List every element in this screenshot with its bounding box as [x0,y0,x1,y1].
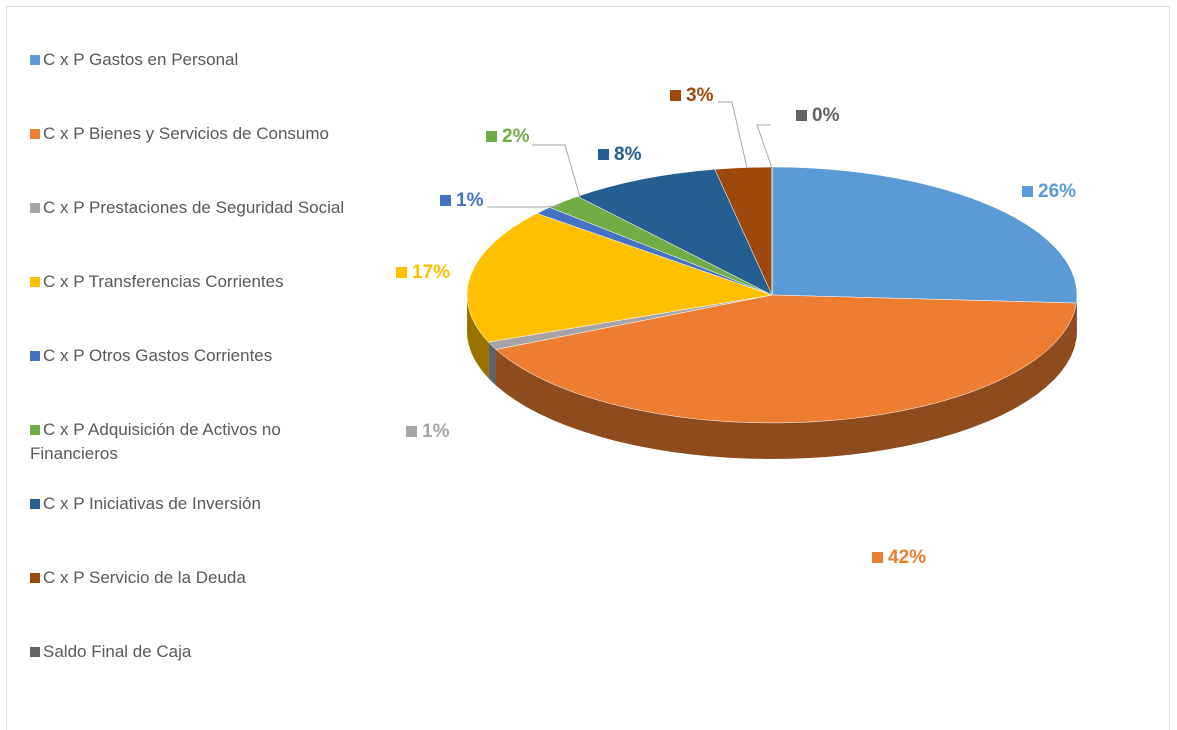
legend-label: C x P Otros Gastos Corrientes [43,346,273,365]
legend-swatch [30,573,40,583]
legend-label: C x P Servicio de la Deuda [43,568,246,587]
label-marker [1022,186,1033,197]
slice [466,213,773,343]
legend-label: C x P Transferencias Corrientes [43,272,284,291]
legend-label: C x P Adquisición de Activos no Financie… [30,420,281,463]
label-marker [872,552,883,563]
data-label: 1% [456,190,484,211]
legend-item: C x P Bienes y Servicios de Consumo [30,122,370,146]
legend-item: C x P Transferencias Corrientes [30,270,370,294]
leader-line [487,205,561,208]
legend-label: C x P Bienes y Servicios de Consumo [43,124,329,143]
legend-label: C x P Prestaciones de Seguridad Social [43,198,345,217]
data-label: 0% [812,105,840,126]
legend-label: C x P Gastos en Personal [43,50,239,69]
slice-side [1076,295,1077,340]
slice [576,169,773,296]
data-label: 8% [614,144,642,165]
data-label: 1% [422,421,450,442]
legend-swatch [30,129,40,139]
legend-swatch [30,277,40,287]
legend-label: Saldo Final de Caja [43,642,192,661]
label-marker [486,131,497,142]
label-marker [670,90,681,101]
legend-swatch [30,203,40,213]
data-label: 42% [888,547,926,568]
legend-label: C x P Iniciativas de Inversión [43,494,261,513]
slice [495,294,1077,424]
legend-item: C x P Adquisición de Activos no Financie… [30,418,370,466]
label-marker [440,195,451,206]
slice-side [496,303,1077,459]
label-marker [796,110,807,121]
legend-swatch [30,351,40,361]
leader-line [532,144,581,198]
legend-item: C x P Otros Gastos Corrientes [30,344,370,368]
data-label: 2% [502,126,530,147]
legend-item: C x P Prestaciones de Seguridad Social [30,196,370,220]
legend-item: Saldo Final de Caja [30,640,370,664]
label-marker [598,149,609,160]
legend-swatch [30,425,40,435]
leader-line [756,124,773,169]
legend-swatch [30,55,40,65]
slice [771,166,1078,304]
chart-border [6,6,1170,730]
legend-item: C x P Gastos en Personal [30,48,370,72]
data-label: 26% [1038,181,1076,202]
label-marker [396,267,407,278]
legend-item: C x P Servicio de la Deuda [30,566,370,590]
legend-swatch [30,647,40,657]
slice-side [488,342,497,386]
leader-line [718,101,748,169]
data-label: 17% [412,262,450,283]
legend-item: C x P Iniciativas de Inversión [30,492,370,516]
slice-side [467,295,489,379]
label-marker [406,426,417,437]
legend-swatch [30,499,40,509]
data-label: 3% [686,85,714,106]
